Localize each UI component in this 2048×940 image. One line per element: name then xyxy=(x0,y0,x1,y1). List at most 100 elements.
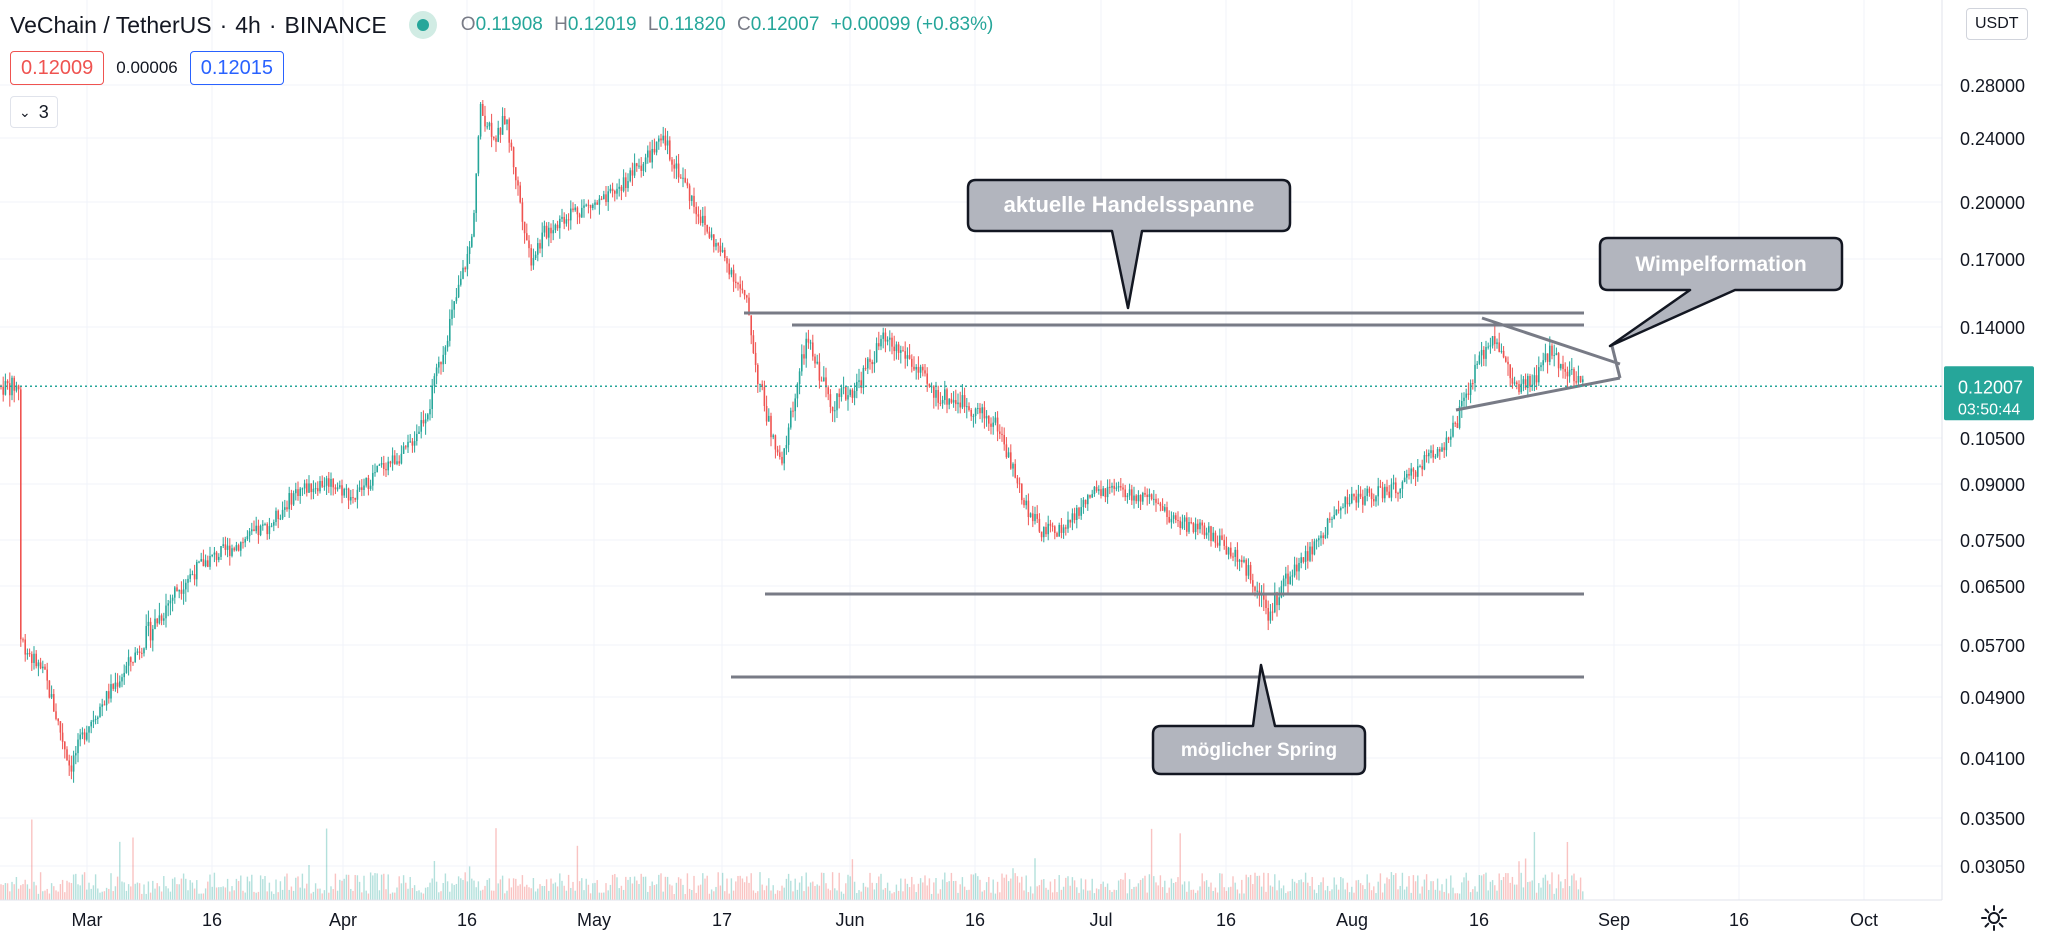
volume-bar xyxy=(1276,890,1278,900)
candle xyxy=(1436,446,1439,458)
time-axis[interactable]: Mar 16 Apr 16 May 17 Jun 16 Jul 16 Aug 16 Sep 16 Oct xyxy=(0,899,1942,930)
candle xyxy=(1364,488,1366,506)
candle xyxy=(886,336,889,346)
price-scale[interactable]: 0.280000.240000.200000.170000.140000.105… xyxy=(1941,0,2034,900)
drawings-layer[interactable]: aktuelle Handelsspanne Wimpelformation mög… xyxy=(0,178,1942,776)
candle xyxy=(1269,603,1272,624)
currency-badge[interactable]: USDT xyxy=(1966,8,2028,40)
candle xyxy=(33,646,35,670)
candle xyxy=(946,387,948,414)
volume-bar xyxy=(504,893,506,900)
indicators-toggle-button[interactable]: ⌄ 3 xyxy=(10,96,58,128)
volume-bar xyxy=(770,890,772,900)
volume-bar xyxy=(1425,874,1428,900)
symbol-name[interactable]: VeChain / TetherUS xyxy=(10,11,212,38)
volume-bar xyxy=(1566,841,1569,900)
volume-bar xyxy=(752,890,755,900)
candle xyxy=(587,199,590,214)
candle xyxy=(1249,561,1252,584)
volume-bar xyxy=(1078,892,1080,900)
volume-bar xyxy=(1106,883,1109,900)
volume-bar xyxy=(1571,875,1573,900)
candle xyxy=(684,169,686,184)
candle xyxy=(669,136,671,162)
callout-trading-range[interactable]: aktuelle Handelsspanne xyxy=(966,178,1292,310)
volume-bar xyxy=(160,891,163,900)
volume-bar xyxy=(475,887,477,900)
candle xyxy=(1216,535,1219,548)
volume-bar xyxy=(1120,878,1122,900)
candle xyxy=(1397,491,1399,502)
candle xyxy=(600,196,603,201)
trend-line[interactable] xyxy=(1610,345,1622,379)
symbol-legend[interactable]: VeChain / TetherUS · 4h · BINANCE O0.119… xyxy=(10,11,999,39)
volume-bar xyxy=(1128,879,1131,900)
volume-bar xyxy=(1214,887,1217,900)
volume-bar xyxy=(1188,881,1190,900)
candle xyxy=(673,159,675,179)
candle xyxy=(517,176,519,196)
gear-icon[interactable] xyxy=(1980,904,2008,932)
candle xyxy=(24,633,26,662)
candle xyxy=(396,452,398,466)
interval-label[interactable]: 4h xyxy=(235,11,261,38)
volume-bar xyxy=(658,874,660,900)
candle xyxy=(552,219,554,241)
volume-bar xyxy=(185,878,187,900)
candle xyxy=(1296,557,1298,580)
volume-bar xyxy=(545,879,548,900)
candle xyxy=(721,242,724,253)
candle xyxy=(1179,516,1181,535)
volume-bar xyxy=(1430,881,1432,900)
candle xyxy=(1315,538,1318,550)
volume-bar xyxy=(1291,878,1294,900)
candle xyxy=(1199,519,1201,534)
volume-bar xyxy=(622,889,625,900)
volume-bar xyxy=(1271,886,1274,900)
volume-bar xyxy=(1221,873,1223,900)
volume-bar xyxy=(541,885,543,900)
candle xyxy=(972,413,975,428)
candle xyxy=(1362,489,1364,513)
callout-pennant[interactable]: Wimpelformation xyxy=(1598,236,1844,348)
candle xyxy=(603,190,605,200)
candle xyxy=(1021,483,1023,505)
candle xyxy=(1172,512,1175,524)
volume-bar xyxy=(1115,890,1118,900)
candle xyxy=(413,431,416,453)
candle xyxy=(323,477,326,491)
trend-line[interactable] xyxy=(1481,316,1621,366)
volume-bar xyxy=(1069,885,1071,900)
candle xyxy=(207,555,209,568)
candle xyxy=(537,237,539,262)
candle xyxy=(314,482,317,494)
volume-bar xyxy=(279,881,282,900)
candle xyxy=(1016,475,1019,489)
candle xyxy=(1265,595,1267,615)
volume-bar xyxy=(253,891,255,900)
volume-bar xyxy=(1082,889,1085,900)
candle xyxy=(339,480,341,490)
candle xyxy=(1040,531,1043,542)
volume-bar xyxy=(251,874,253,900)
candle xyxy=(1274,582,1276,614)
candle xyxy=(26,648,29,660)
volume-bar xyxy=(189,880,191,900)
buy-button[interactable]: 0.12015 xyxy=(189,51,285,85)
sell-button[interactable]: 0.12009 xyxy=(10,51,105,85)
volume-bar xyxy=(200,893,202,900)
candle xyxy=(167,599,169,617)
volume-bar xyxy=(108,888,110,900)
volume-bar xyxy=(1076,887,1078,900)
volume-bar xyxy=(1232,876,1234,900)
candle xyxy=(831,406,834,422)
volume-bar xyxy=(803,891,805,900)
candle xyxy=(446,335,449,352)
volume-bar xyxy=(873,889,876,900)
callout-spring[interactable]: möglicher Spring xyxy=(1151,663,1367,776)
candle xyxy=(482,100,484,116)
trend-line[interactable] xyxy=(1455,376,1621,412)
volume-bar xyxy=(31,819,33,900)
candle xyxy=(530,244,532,271)
